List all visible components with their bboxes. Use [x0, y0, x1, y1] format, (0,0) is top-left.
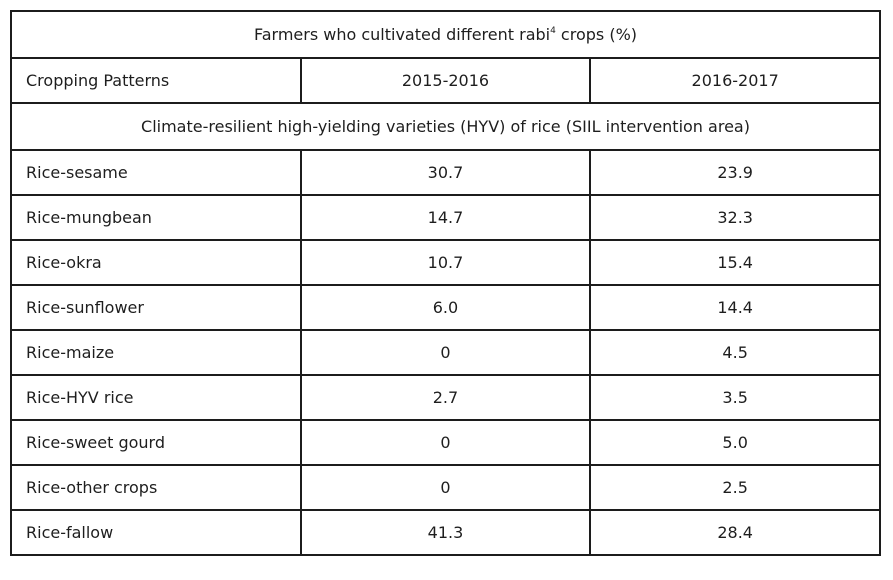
crop-table: Farmers who cultivated different rabi4 c… — [10, 10, 881, 556]
value-2016-2017: 3.5 — [589, 374, 881, 421]
value-2016-2017: 14.4 — [589, 284, 881, 331]
value-2016-2017: 4.5 — [589, 329, 881, 376]
value-2016-2017: 15.4 — [589, 239, 881, 286]
value-2015-2016: 6.0 — [299, 284, 592, 331]
row-label: Rice-sweet gourd — [10, 419, 302, 466]
section-row: Climate-resilient high-yielding varietie… — [10, 102, 881, 151]
row-label: Rice-mungbean — [10, 194, 302, 241]
value-2016-2017: 5.0 — [589, 419, 881, 466]
table-title-footnote: 4 — [550, 25, 556, 36]
header-cropping-patterns: Cropping Patterns — [10, 57, 302, 104]
value-2016-2017: 2.5 — [589, 464, 881, 511]
row-label: Rice-fallow — [10, 509, 302, 556]
title-row: Farmers who cultivated different rabi4 c… — [10, 10, 881, 59]
value-2015-2016: 0 — [299, 464, 592, 511]
row-label: Rice-HYV rice — [10, 374, 302, 421]
value-2015-2016: 0 — [299, 329, 592, 376]
header-2015-2016: 2015-2016 — [299, 57, 592, 104]
value-2015-2016: 0 — [299, 419, 592, 466]
table-row: Rice-sunflower 6.0 14.4 — [10, 284, 881, 331]
value-2016-2017: 32.3 — [589, 194, 881, 241]
table-row: Rice-sesame 30.7 23.9 — [10, 149, 881, 196]
table-row: Rice-other crops 0 2.5 — [10, 464, 881, 511]
row-label: Rice-maize — [10, 329, 302, 376]
table-title-text: Farmers who cultivated different rabi — [253, 25, 551, 44]
row-label: Rice-sunflower — [10, 284, 302, 331]
table-row: Rice-mungbean 14.7 32.3 — [10, 194, 881, 241]
row-label: Rice-sesame — [10, 149, 302, 196]
table-row: Rice-sweet gourd 0 5.0 — [10, 419, 881, 466]
table-title: Farmers who cultivated different rabi4 c… — [10, 10, 881, 59]
section-header: Climate-resilient high-yielding varietie… — [10, 102, 881, 151]
value-2016-2017: 28.4 — [589, 509, 881, 556]
table-row: Rice-HYV rice 2.7 3.5 — [10, 374, 881, 421]
table-row: Rice-fallow 41.3 28.4 — [10, 509, 881, 556]
table-title-suffix: crops (%) — [555, 25, 638, 44]
value-2015-2016: 30.7 — [299, 149, 592, 196]
value-2015-2016: 2.7 — [299, 374, 592, 421]
value-2015-2016: 10.7 — [299, 239, 592, 286]
row-label: Rice-okra — [10, 239, 302, 286]
table-row: Rice-okra 10.7 15.4 — [10, 239, 881, 286]
value-2016-2017: 23.9 — [589, 149, 881, 196]
header-row: Cropping Patterns 2015-2016 2016-2017 — [10, 57, 881, 104]
value-2015-2016: 41.3 — [299, 509, 592, 556]
table-row: Rice-maize 0 4.5 — [10, 329, 881, 376]
value-2015-2016: 14.7 — [299, 194, 592, 241]
row-label: Rice-other crops — [10, 464, 302, 511]
header-2016-2017: 2016-2017 — [589, 57, 881, 104]
